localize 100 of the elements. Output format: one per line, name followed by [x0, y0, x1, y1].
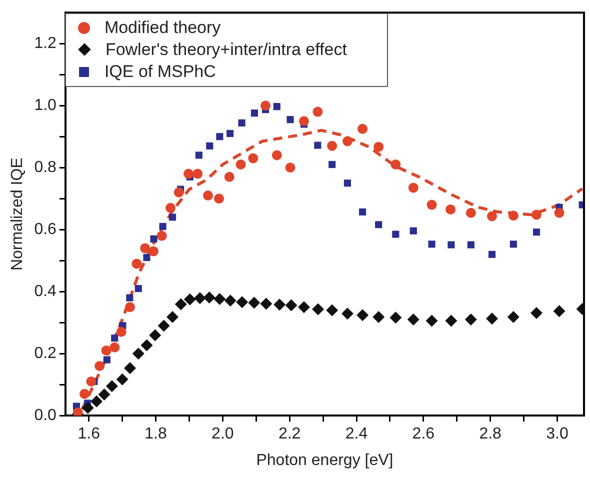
point: [298, 301, 310, 314]
point: [116, 326, 126, 337]
point: [260, 298, 272, 310]
point: [214, 293, 226, 306]
point: [224, 172, 234, 182]
point: [467, 241, 474, 248]
point: [486, 312, 498, 325]
point: [390, 312, 402, 324]
point: [126, 294, 134, 302]
point: [80, 388, 90, 399]
point: [392, 230, 400, 238]
point: [224, 294, 236, 307]
point: [125, 302, 136, 312]
point: [530, 306, 542, 319]
point: [90, 395, 103, 408]
point: [553, 305, 566, 318]
point: [488, 250, 496, 258]
point: [285, 162, 296, 173]
point: [184, 293, 196, 306]
point: [286, 116, 294, 124]
point: [168, 214, 176, 221]
point: [156, 230, 167, 241]
point: [202, 190, 213, 200]
point: [312, 106, 323, 117]
point: [426, 314, 438, 327]
point: [216, 133, 224, 140]
point: [248, 153, 258, 164]
point: [466, 208, 476, 218]
point: [327, 140, 338, 151]
point: [82, 402, 94, 414]
x-tick-label: 1.8: [144, 426, 167, 443]
y-tick-label: 0.6: [34, 221, 57, 238]
point: [165, 202, 176, 213]
point: [445, 314, 458, 327]
point: [273, 102, 280, 110]
point: [390, 160, 401, 170]
x-tick-label: 1.6: [78, 426, 100, 443]
point: [487, 211, 497, 222]
point: [260, 100, 271, 111]
y-tick-label: 0.4: [34, 283, 57, 300]
point: [214, 194, 224, 204]
point: [410, 227, 417, 234]
point: [106, 380, 118, 392]
point: [285, 299, 298, 312]
point: [159, 222, 166, 230]
point: [428, 240, 436, 248]
point: [356, 309, 369, 322]
point: [124, 362, 136, 374]
point: [464, 314, 477, 326]
point: [342, 136, 352, 146]
point: [314, 142, 322, 149]
point: [192, 168, 203, 179]
legend-label: IQE of MSPhC: [104, 60, 216, 83]
point: [143, 254, 150, 262]
y-tick-label: 1.0: [34, 97, 57, 114]
y-tick-label: 0.8: [34, 159, 57, 176]
point: [174, 298, 187, 310]
y-tick-label: 1.2: [34, 35, 57, 52]
y-axis-title: Normalized IQE: [9, 158, 26, 271]
point: [158, 320, 170, 332]
point: [407, 314, 420, 326]
point: [238, 119, 246, 126]
point: [140, 243, 150, 254]
point: [375, 221, 382, 228]
point: [86, 376, 96, 386]
point: [531, 210, 542, 220]
point: [408, 182, 418, 193]
point: [274, 298, 286, 311]
x-tick-label: 2.8: [479, 426, 502, 443]
point: [326, 304, 338, 316]
point: [132, 258, 142, 269]
point: [148, 246, 158, 256]
point: [110, 342, 120, 352]
point: [132, 348, 144, 360]
y-tick-label: 0.0: [34, 407, 57, 424]
point: [272, 150, 282, 160]
point: [166, 311, 178, 324]
point: [298, 116, 309, 126]
point: [341, 308, 354, 320]
legend-label: Modified theory: [104, 16, 221, 39]
point: [103, 356, 110, 364]
x-axis-title: Photon energy [eV]: [256, 452, 394, 469]
point: [195, 152, 202, 159]
point: [236, 296, 248, 308]
x-tick-label: 3.0: [546, 426, 568, 443]
point: [149, 329, 162, 342]
point: [150, 235, 158, 242]
point: [250, 110, 258, 117]
point: [372, 311, 385, 324]
point: [116, 373, 128, 386]
point: [194, 292, 206, 304]
point: [374, 142, 384, 152]
point: [111, 334, 118, 342]
point: [344, 180, 352, 187]
point: [448, 241, 455, 248]
point: [236, 160, 246, 170]
legend-label: Fowler's theory+inter/intra effect: [105, 38, 347, 61]
point: [446, 204, 456, 214]
point: [206, 142, 214, 150]
point: [203, 291, 216, 304]
